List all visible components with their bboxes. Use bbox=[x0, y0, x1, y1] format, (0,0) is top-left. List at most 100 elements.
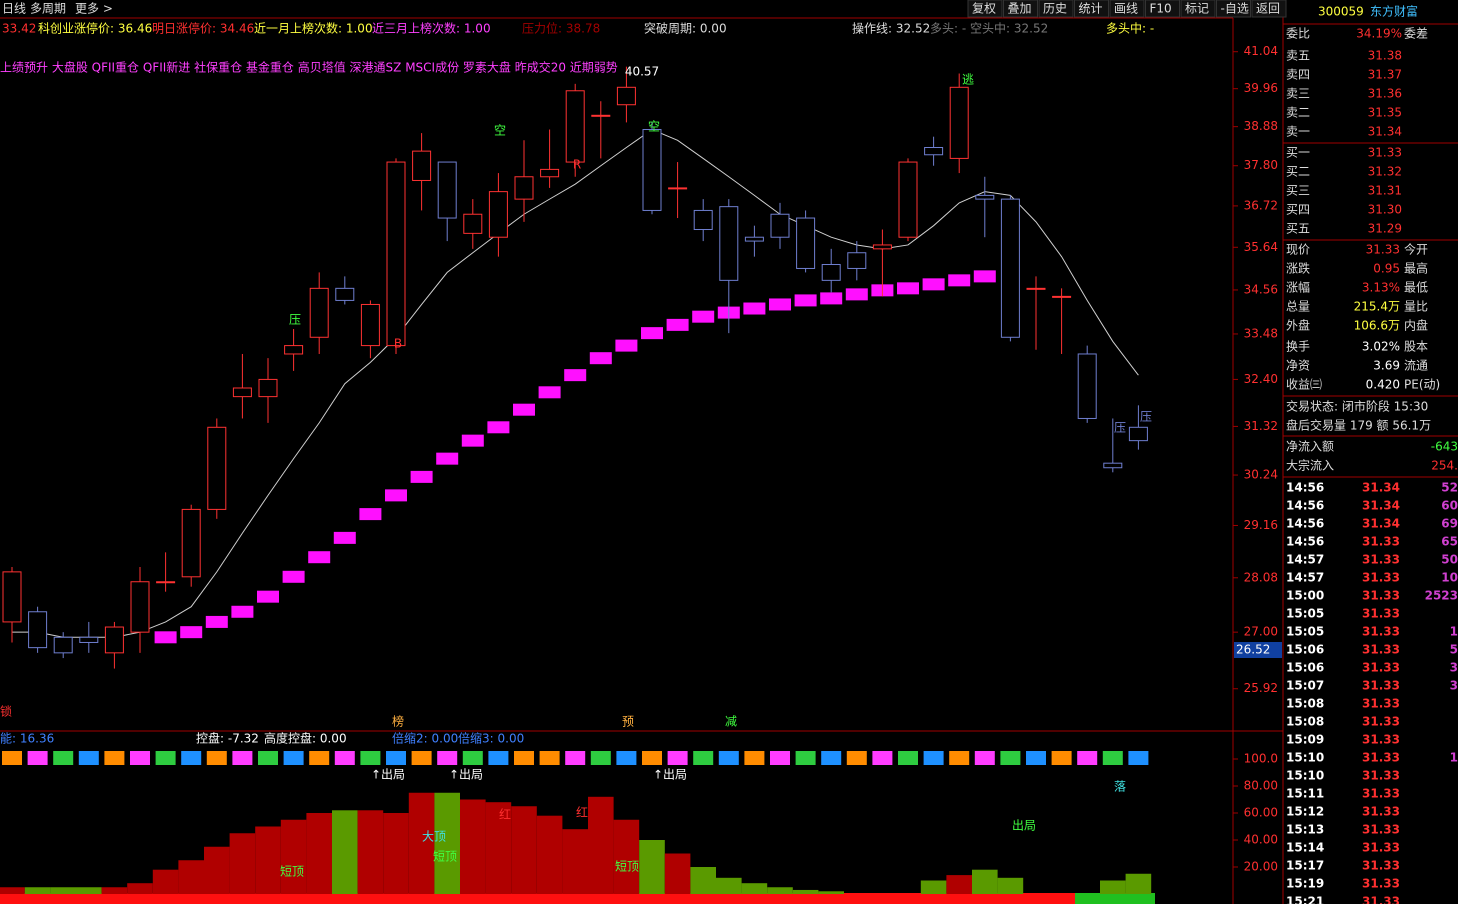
candle-body bbox=[975, 194, 995, 200]
toolbar-button-bg[interactable] bbox=[1251, 0, 1287, 18]
info-item: 多头: - bbox=[930, 22, 966, 36]
toolbar-button-bg[interactable] bbox=[1003, 0, 1038, 18]
order-price: 31.38 bbox=[1368, 49, 1402, 63]
stat-label: 涨跌 bbox=[1286, 261, 1310, 276]
quote-value: 34.19% bbox=[1356, 27, 1402, 41]
signal-square bbox=[130, 751, 150, 765]
signal-square bbox=[923, 751, 944, 765]
toolbar-button-bg[interactable] bbox=[1074, 0, 1109, 18]
toolbar-button-bg[interactable] bbox=[1180, 0, 1216, 18]
stock-tags: 上绩预升 大盘股 QFII重仓 QFII新进 社保重仓 基金重仓 高贝塔值 深港… bbox=[0, 60, 618, 75]
support-block bbox=[436, 452, 459, 465]
tick-price: 31.33 bbox=[1362, 877, 1400, 891]
tick-price: 31.33 bbox=[1362, 679, 1400, 693]
toolbar-button-bg[interactable] bbox=[1216, 0, 1251, 18]
toolbar-button: 画线 bbox=[1114, 2, 1138, 16]
y-tick-label: 25.92 bbox=[1244, 681, 1278, 695]
support-block bbox=[385, 489, 407, 502]
tick-price: 31.34 bbox=[1362, 517, 1400, 531]
signal-square bbox=[258, 751, 278, 765]
support-block bbox=[922, 278, 945, 291]
indicator-bar bbox=[204, 846, 230, 894]
toolbar-button: 多周期 bbox=[30, 2, 66, 16]
indicator-bar bbox=[434, 792, 460, 894]
toolbar-button-bg[interactable] bbox=[1038, 0, 1074, 18]
tick-time: 15:14 bbox=[1286, 841, 1324, 855]
tick-volume: 1 bbox=[1450, 751, 1458, 765]
y-tick-label: 36.72 bbox=[1244, 198, 1278, 212]
support-block bbox=[410, 470, 433, 483]
candle-body bbox=[284, 345, 304, 355]
toolbar-button: 复权 bbox=[972, 2, 996, 16]
toolbar-button-bg[interactable] bbox=[967, 0, 1003, 18]
bottom-strip bbox=[1075, 893, 1155, 904]
stat-label: 收益㈢ bbox=[1286, 378, 1322, 392]
signal-square bbox=[744, 751, 765, 765]
candle-body bbox=[796, 217, 816, 269]
tick-price: 31.33 bbox=[1362, 841, 1400, 855]
indicator-bar bbox=[0, 887, 25, 894]
signal-square bbox=[872, 751, 893, 765]
indicator-annotation: 红 bbox=[499, 807, 511, 822]
chart-annotation: 压 bbox=[289, 313, 301, 327]
tick-price: 31.33 bbox=[1362, 571, 1400, 585]
tick-volume: 69 bbox=[1441, 517, 1458, 531]
toolbar-button-bg[interactable] bbox=[1145, 0, 1180, 18]
tick-volume: 2523 bbox=[1425, 589, 1458, 603]
candle-body bbox=[53, 636, 73, 654]
chart-annotation: 压 bbox=[1114, 421, 1126, 435]
signal-square bbox=[309, 751, 330, 765]
stat-label: 内盘 bbox=[1404, 318, 1428, 333]
indicator-bar bbox=[50, 887, 76, 894]
signal-square bbox=[283, 751, 304, 765]
support-block bbox=[513, 403, 535, 416]
signal-square bbox=[437, 751, 458, 765]
indicator-annotation: 出局 bbox=[1012, 819, 1036, 833]
candle-body bbox=[79, 636, 99, 643]
stat-value: 106.6万 bbox=[1354, 319, 1400, 333]
order-price: 31.32 bbox=[1368, 165, 1402, 179]
indicator-bar bbox=[536, 815, 563, 894]
chart-annotation: B bbox=[394, 337, 402, 351]
order-price: 31.29 bbox=[1368, 222, 1402, 236]
signal-square bbox=[1077, 751, 1098, 765]
signal-square bbox=[104, 751, 125, 765]
tick-time: 15:21 bbox=[1286, 895, 1324, 904]
signal-square bbox=[334, 751, 355, 765]
order-label: 卖五 bbox=[1286, 49, 1310, 63]
toolbar-button-bg[interactable] bbox=[1109, 0, 1145, 18]
indicator-bar bbox=[997, 877, 1024, 894]
indicator-value: 能: 16.36 bbox=[0, 732, 54, 746]
signal-square bbox=[155, 751, 176, 765]
indicator-bar bbox=[127, 883, 153, 894]
signal-square bbox=[1102, 751, 1123, 765]
indicator-bar bbox=[818, 891, 844, 894]
stat-label: 流通 bbox=[1404, 359, 1428, 373]
candle-body bbox=[924, 147, 944, 156]
y-tick-label: 35.64 bbox=[1244, 240, 1278, 254]
indicator-bar bbox=[255, 826, 281, 894]
tick-price: 31.34 bbox=[1362, 499, 1400, 513]
tick-time: 15:11 bbox=[1286, 787, 1324, 801]
signal-square bbox=[411, 751, 432, 765]
indicator-bar bbox=[101, 887, 128, 894]
support-block bbox=[769, 298, 791, 311]
indicator-bar bbox=[229, 833, 256, 894]
signal-square bbox=[462, 751, 483, 765]
tick-price: 31.33 bbox=[1362, 715, 1400, 729]
chart-annotation: 逃 bbox=[962, 73, 974, 87]
indicator-value: 控盘: -7.32 bbox=[196, 731, 259, 746]
y-tick-label: 80.00 bbox=[1244, 779, 1278, 793]
signal-square bbox=[846, 751, 867, 765]
order-label: 卖四 bbox=[1286, 68, 1310, 82]
stat-value: 3.13% bbox=[1362, 281, 1400, 295]
stat-value: 215.4万 bbox=[1354, 300, 1400, 314]
tick-price: 31.34 bbox=[1362, 481, 1400, 495]
chart-annotation: 预 bbox=[622, 715, 634, 729]
stat-value: 0.95 bbox=[1373, 262, 1400, 276]
tick-time: 15:08 bbox=[1286, 697, 1324, 711]
indicator-annotation: 短顶 bbox=[615, 860, 639, 874]
order-price: 31.36 bbox=[1368, 87, 1402, 101]
